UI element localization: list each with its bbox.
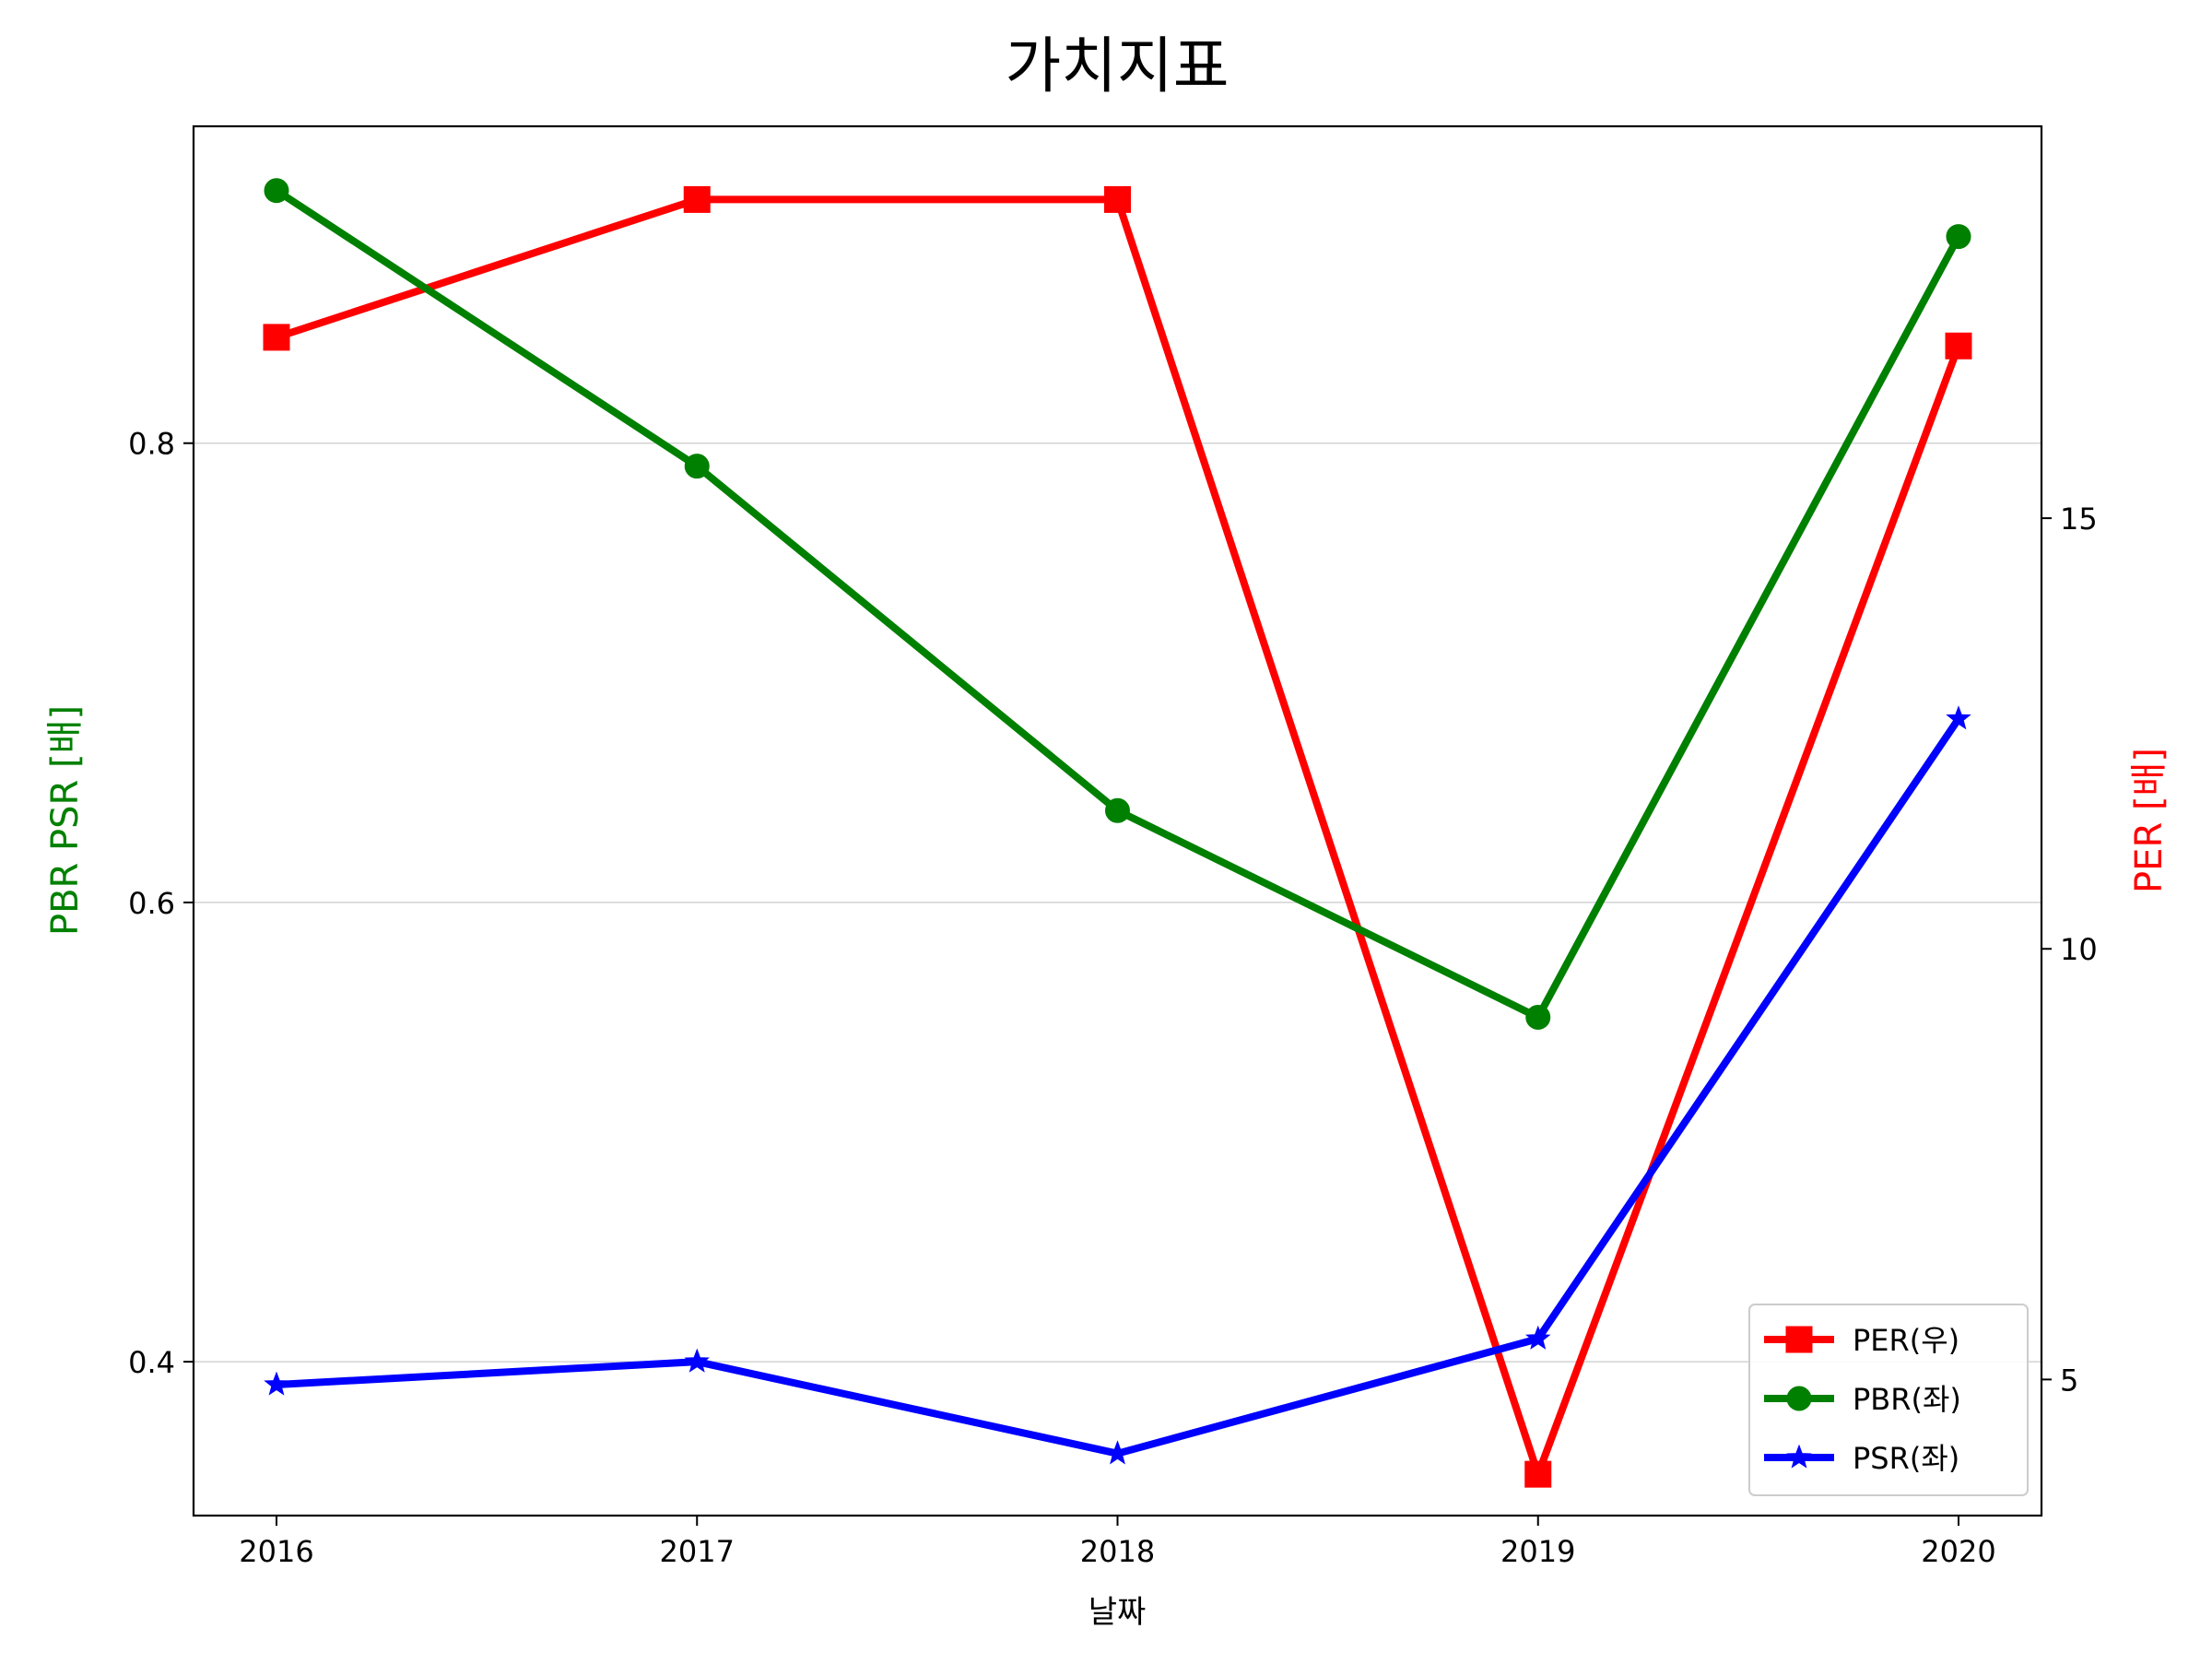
legend-marker-psr <box>1786 1444 1812 1469</box>
data-point-per <box>1104 185 1131 213</box>
data-point-pbr <box>1946 224 1971 250</box>
data-point-pbr <box>1525 1004 1551 1030</box>
legend-frame <box>1748 1304 2029 1496</box>
data-point-per <box>1524 1460 1552 1488</box>
data-point-per <box>263 324 290 351</box>
legend: PER(우) PBR(좌) PSR(좌) <box>1748 1304 2029 1496</box>
y-tick-label-left: 0.4 <box>128 1345 175 1380</box>
x-axis-label: 날짜 <box>1088 1594 1147 1631</box>
data-point-pbr <box>1105 797 1130 823</box>
legend-marker-per <box>1785 1326 1813 1353</box>
data-point-pbr <box>264 178 289 204</box>
y-tick-label-left: 0.8 <box>128 427 175 462</box>
data-point-psr <box>1946 705 1971 730</box>
x-tick-label: 2017 <box>660 1534 735 1569</box>
y-axis-label-right: PER [배] <box>2128 748 2171 893</box>
data-point-psr <box>684 1348 710 1373</box>
y-tick-label-right: 10 <box>2060 932 2098 967</box>
x-tick-label: 2016 <box>239 1534 313 1569</box>
data-point-per <box>683 185 711 213</box>
gridlines <box>194 442 2041 1363</box>
axes: 0.4 0.6 0.8 5 10 15 2016 2017 2018 2019 2020 <box>128 427 2098 1569</box>
y-tick-label-right: 15 <box>2060 502 2098 537</box>
data-point-pbr <box>684 454 710 479</box>
y-axis-label-left: PBR PSR [배] <box>44 705 87 936</box>
legend-marker-pbr <box>1786 1386 1812 1411</box>
data-point-psr <box>1104 1440 1131 1465</box>
series-layer <box>263 178 1972 1488</box>
chart-title: 가치지표 <box>1006 30 1230 101</box>
x-tick-label: 2020 <box>1921 1534 1995 1569</box>
y-tick-label-left: 0.6 <box>128 886 175 921</box>
data-point-psr <box>1525 1325 1551 1350</box>
legend-label-per: PER(우) <box>1853 1323 1959 1358</box>
x-tick-label: 2018 <box>1080 1534 1155 1569</box>
y-tick-label-right: 5 <box>2060 1363 2078 1398</box>
x-tick-label: 2019 <box>1500 1534 1575 1569</box>
data-point-per <box>1945 332 1972 360</box>
legend-label-psr: PSR(좌) <box>1853 1441 1959 1476</box>
legend-label-pbr: PBR(좌) <box>1853 1382 1961 1417</box>
data-point-psr <box>264 1371 289 1396</box>
